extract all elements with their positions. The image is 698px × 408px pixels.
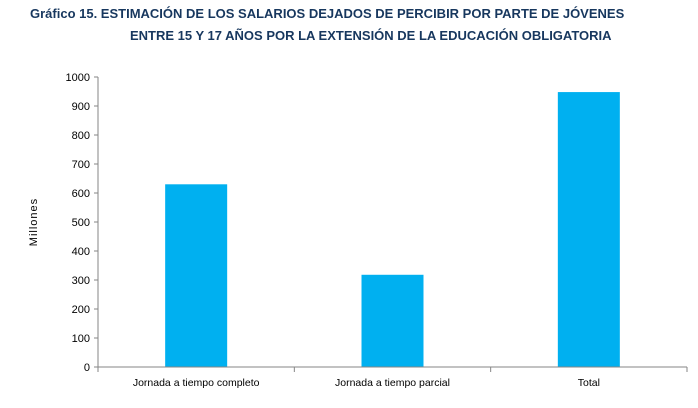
x-axis-categories: Jornada a tiempo completo Jornada a tiemp… <box>97 367 688 389</box>
x-category-label: Total <box>578 377 600 389</box>
x-category-label: Jornada a tiempo parcial <box>335 377 450 389</box>
y-tick-label: 100 <box>72 333 90 345</box>
y-tick-label: 800 <box>72 130 90 142</box>
y-tick-label: 700 <box>72 159 90 171</box>
y-tick-label: 400 <box>72 246 90 258</box>
y-tick-label: 500 <box>72 217 90 229</box>
chart-title-line1: Gráfico 15. ESTIMACIÓN DE LOS SALARIOS D… <box>30 6 625 21</box>
y-axis-ticks: 0 100 200 300 400 500 600 700 800 900 1000 <box>66 72 98 374</box>
bars <box>165 92 620 367</box>
y-axis-label: Millones <box>28 198 40 246</box>
y-tick-label: 200 <box>72 304 90 316</box>
y-tick-label: 300 <box>72 275 90 287</box>
bar <box>165 184 228 367</box>
bar <box>361 274 424 367</box>
bar <box>557 92 620 367</box>
y-tick-label: 0 <box>84 362 90 374</box>
y-tick-label: 1000 <box>66 72 90 84</box>
y-tick-label: 600 <box>72 188 90 200</box>
x-category-label: Jornada a tiempo completo <box>133 377 260 389</box>
y-tick-label: 900 <box>72 101 90 113</box>
chart-title-line2: ENTRE 15 Y 17 AÑOS POR LA EXTENSIÓN DE L… <box>130 28 612 43</box>
